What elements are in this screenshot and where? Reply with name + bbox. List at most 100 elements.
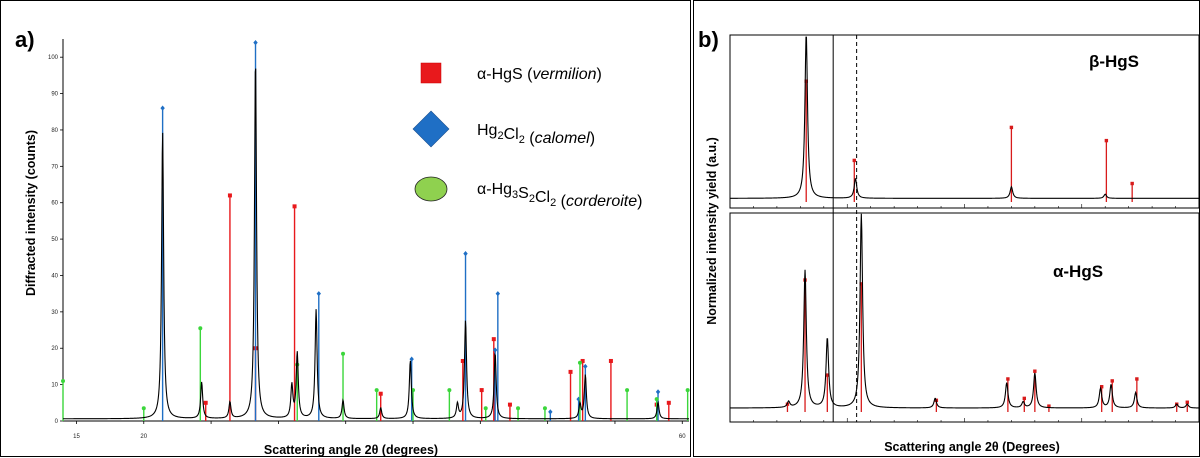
diffraction-pattern-a xyxy=(63,68,689,420)
subplot-frames-b xyxy=(729,34,1200,423)
stick-marker-diamond xyxy=(548,409,553,415)
legend-text-part: ( xyxy=(525,130,535,147)
stick-marker-diamond xyxy=(253,40,258,46)
label-beta-hgs: β-HgS xyxy=(1089,52,1139,71)
legend-text-part: Hg xyxy=(477,122,497,139)
legend-text-part: ) xyxy=(597,66,602,83)
stick-marker-circle xyxy=(577,360,582,365)
panel-b: b) β-HgS α-HgS Scattering angle 2θ (Degr… xyxy=(693,0,1200,457)
pattern-beta-hgs xyxy=(730,36,1199,199)
stick-marker-b xyxy=(1104,138,1109,143)
legend-text-part: Cl xyxy=(535,189,550,206)
legend-subscript: 2 xyxy=(529,193,535,205)
stick-marker-b xyxy=(1009,125,1014,130)
legend-italic: calomel xyxy=(535,130,591,147)
y-tick-label-a: 80 xyxy=(51,128,58,134)
legend-circle-icon xyxy=(414,176,448,202)
legend-text-part: Cl xyxy=(504,126,519,143)
stick-marker-circle xyxy=(447,388,452,393)
x-tick-label-a: 60 xyxy=(679,434,686,440)
legend-subscript: 3 xyxy=(512,189,518,201)
y-tick-label-a: 20 xyxy=(51,346,58,352)
y-tick-label-a: 50 xyxy=(51,237,58,243)
legend-text-part: ( xyxy=(556,193,566,210)
stick-marker-circle xyxy=(374,388,379,393)
y-tick-label-a: 40 xyxy=(51,273,58,279)
legend-a: α-HgS (vermilion)Hg2Cl2 (calomel)α-Hg3S2… xyxy=(412,62,642,210)
stick-marker-b xyxy=(1047,404,1051,408)
stick-marker-diamond xyxy=(409,356,414,362)
legend-label: α-Hg3S2Cl2 (corderoite) xyxy=(477,181,642,210)
legend-square-icon xyxy=(420,62,442,84)
legend-label: α-HgS (vermilion) xyxy=(477,66,602,83)
legend-text-part: α-Hg xyxy=(477,181,512,198)
y-tick-label-a: 0 xyxy=(55,419,59,425)
legend-italic: corderoite xyxy=(566,193,637,210)
xrd-chart-b: b) β-HgS α-HgS Scattering angle 2θ (Degr… xyxy=(698,27,1200,454)
stick-marker-b xyxy=(1022,396,1026,401)
legend-text-part: S xyxy=(518,185,529,202)
stick-marker-diamond xyxy=(492,347,498,353)
stick-marker-circle xyxy=(198,326,203,331)
stick-marker-circle xyxy=(341,351,346,356)
stick-marker-b xyxy=(804,79,808,83)
pattern-alpha-hgs xyxy=(730,213,1199,409)
stick-marker-b xyxy=(1110,379,1114,383)
stick-marker-circle xyxy=(295,362,300,367)
stick-marker-circle xyxy=(516,406,521,411)
stick-marker-circle xyxy=(654,397,659,402)
stick-marker-square xyxy=(460,358,465,363)
label-alpha-hgs: α-HgS xyxy=(1053,262,1103,281)
stick-marker-b xyxy=(825,373,830,377)
legend-diamond-icon xyxy=(412,110,450,148)
stick-marker-circle xyxy=(625,388,630,393)
stick-marker-diamond xyxy=(576,396,581,402)
stick-marker-circle xyxy=(141,406,146,411)
stick-marker-b xyxy=(1006,377,1010,381)
stick-marker-circle xyxy=(61,378,65,383)
legend-text-part: α-HgS ( xyxy=(477,66,533,83)
stick-marker-square xyxy=(568,369,573,374)
stick-marker-b xyxy=(1130,181,1134,186)
stick-marker-b xyxy=(859,282,864,286)
stick-marker-square xyxy=(203,400,208,405)
stick-marker-b xyxy=(1185,400,1189,404)
stick-marker-diamond xyxy=(316,291,321,297)
legend-subscript: 2 xyxy=(550,197,556,209)
stick-marker-circle xyxy=(483,406,488,411)
y-tick-label-a: 10 xyxy=(51,383,58,389)
x-tick-label-a: 20 xyxy=(140,434,147,440)
y-tick-label-a: 100 xyxy=(48,55,59,61)
stick-marker-square xyxy=(666,400,671,405)
axes-a: 0 10 20 30 40 50 60 70 80 90 100 15 20 60 xyxy=(48,39,689,440)
y-axis-title-a: Diffracted intensity (counts) xyxy=(24,130,38,296)
y-tick-label-a: 70 xyxy=(51,164,58,170)
panel-label-a: a) xyxy=(15,27,35,52)
legend-text-part: ) xyxy=(637,193,642,210)
stick-marker-square xyxy=(507,402,512,407)
stick-marker-diamond xyxy=(495,291,501,297)
x-tick-label-a: 15 xyxy=(73,434,80,440)
stick-marker-square xyxy=(608,358,613,363)
reference-vertical-lines xyxy=(832,35,858,422)
stick-marker-square xyxy=(227,193,232,198)
stick-marker-square xyxy=(491,337,496,342)
stick-marker-b xyxy=(852,158,856,163)
stick-marker-diamond xyxy=(583,363,588,370)
stick-marker-square xyxy=(378,391,383,396)
legend-subscript: 2 xyxy=(497,130,503,142)
stick-marker-diamond xyxy=(655,389,661,395)
panel-label-b: b) xyxy=(698,27,719,52)
reference-sticks-b xyxy=(785,79,1189,412)
stick-marker-circle xyxy=(685,388,690,393)
stick-marker-diamond xyxy=(160,105,165,111)
legend-italic: vermilion xyxy=(532,66,596,83)
stick-marker-square xyxy=(479,388,484,393)
stick-marker-diamond xyxy=(463,251,468,257)
stick-marker-circle xyxy=(542,406,547,411)
legend-text-part: ) xyxy=(590,130,595,147)
legend-subscript: 2 xyxy=(519,134,525,146)
subplot-frame-1 xyxy=(729,212,1200,423)
x-axis-title-a: Scattering angle 2θ (degrees) xyxy=(264,443,438,457)
y-tick-label-a: 30 xyxy=(51,310,58,316)
